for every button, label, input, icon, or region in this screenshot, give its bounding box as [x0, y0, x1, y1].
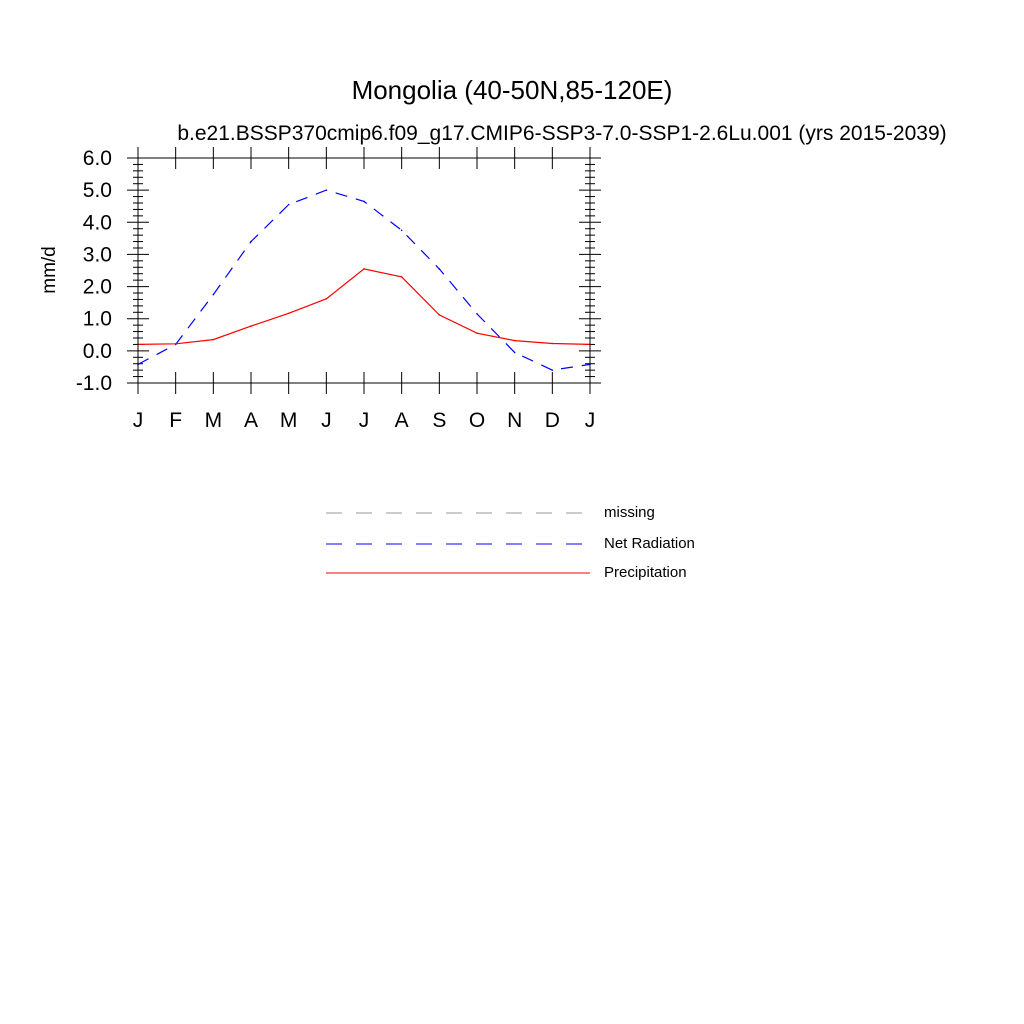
- data-point-net-radiation: [400, 229, 403, 232]
- x-tick-label: J: [359, 409, 370, 432]
- data-point-precipitation: [174, 342, 177, 345]
- data-point-net-radiation: [250, 240, 252, 243]
- x-tick-label: N: [507, 409, 522, 432]
- series-line-net-radiation: [137, 189, 591, 371]
- y-tick-label: 4.0: [83, 211, 112, 234]
- data-point-precipitation: [363, 268, 365, 270]
- y-tick-label: 2.0: [83, 276, 112, 299]
- axis-ticks: [127, 147, 601, 394]
- data-point-net-radiation: [212, 293, 215, 296]
- data-point-net-radiation: [287, 203, 290, 206]
- legend: missing Net Radiation Precipitation: [326, 504, 695, 581]
- data-point-precipitation: [476, 332, 478, 334]
- data-point-net-radiation: [438, 268, 441, 270]
- data-point-precipitation: [250, 325, 252, 327]
- x-tick-label: M: [205, 409, 223, 432]
- x-tick-label: J: [321, 409, 332, 432]
- y-tick-label: 6.0: [83, 147, 112, 170]
- data-point-precipitation: [513, 339, 516, 342]
- series-line-precipitation: [137, 268, 591, 345]
- y-tick-label: 1.0: [83, 308, 112, 331]
- legend-label-missing: missing: [604, 504, 655, 521]
- x-tick-label: S: [432, 409, 446, 432]
- legend-label-precipitation: Precipitation: [604, 564, 687, 581]
- plot-frame: [137, 157, 591, 384]
- legend-label-net-radiation: Net Radiation: [604, 535, 695, 552]
- data-point-precipitation: [551, 342, 554, 345]
- x-tick-label: J: [585, 409, 596, 432]
- data-point-precipitation: [325, 297, 328, 300]
- data-point-net-radiation: [325, 189, 328, 191]
- x-tick-label: M: [280, 409, 298, 432]
- data-point-precipitation: [287, 312, 290, 315]
- y-tick-label: 0.0: [83, 340, 112, 363]
- x-tick-label: O: [469, 409, 485, 432]
- y-tick-labels: 6.0 5.0 4.0 3.0 2.0 1.0 0.0 -1.0: [76, 147, 112, 395]
- data-point-net-radiation: [363, 200, 365, 203]
- x-tick-label: A: [395, 409, 409, 432]
- x-tick-label: D: [545, 409, 560, 432]
- data-point-net-radiation: [513, 351, 516, 354]
- data-point-net-radiation: [476, 313, 478, 315]
- x-tick-label: F: [169, 409, 182, 432]
- x-tick-label: A: [244, 409, 258, 432]
- data-point-precipitation: [400, 276, 403, 278]
- y-axis-label: mm/d: [39, 246, 60, 294]
- y-tick-label: 3.0: [83, 243, 112, 266]
- chart-subtitle: b.e21.BSSP370cmip6.f09_g17.CMIP6-SSP3-7.…: [177, 122, 946, 145]
- data-point-precipitation: [438, 314, 441, 316]
- y-tick-label: -1.0: [76, 372, 112, 395]
- data-point-precipitation: [212, 338, 215, 341]
- chart-title: Mongolia (40-50N,85-120E): [352, 75, 673, 105]
- x-tick-label: J: [133, 409, 144, 432]
- plot-series: [137, 189, 591, 371]
- data-point-net-radiation: [551, 369, 554, 371]
- y-tick-label: 5.0: [83, 179, 112, 202]
